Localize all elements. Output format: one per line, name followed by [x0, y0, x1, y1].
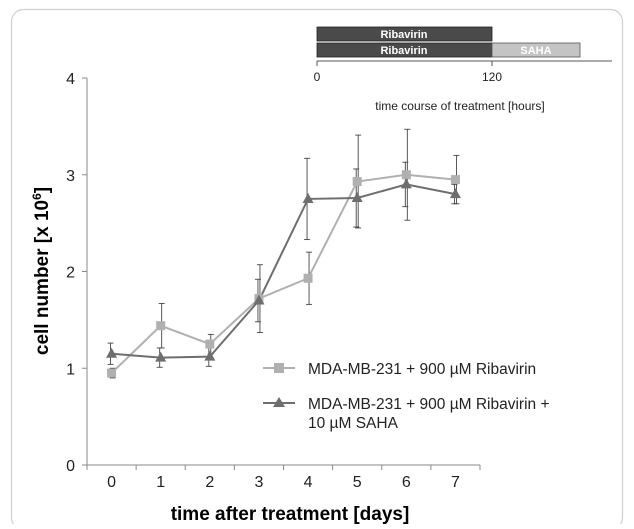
- inset-bar2-ribavirin-label: Ribavirin: [380, 45, 427, 57]
- x-tick-label: 2: [205, 474, 214, 491]
- legend-label-ribavirin-saha-line1: MDA-MB-231 + 900 µM Ribavirin +: [308, 396, 550, 413]
- data-point-triangle: [253, 294, 265, 305]
- legend-label-ribavirin: MDA-MB-231 + 900 µM Ribavirin: [308, 361, 536, 378]
- data-point-triangle: [449, 188, 461, 199]
- data-point-triangle: [351, 191, 363, 202]
- data-point-square: [450, 175, 460, 185]
- x-tick-label: 3: [254, 474, 263, 491]
- y-tick-label: 0: [66, 458, 75, 475]
- legend-marker-ribavirin-saha: [273, 397, 285, 407]
- data-point-square: [352, 177, 362, 187]
- legend: MDA-MB-231 + 900 µM Ribavirin MDA-MB-231…: [263, 361, 550, 432]
- y-axis-title: cell number [x 106]: [30, 187, 53, 355]
- data-point-triangle: [204, 350, 216, 361]
- y-tick-label: 4: [66, 71, 75, 88]
- inset-timeline: Ribavirin Ribavirin SAHA 0 120 time cour…: [314, 26, 612, 113]
- series-line-0: [110, 173, 456, 374]
- inset-tick-label-0: 0: [314, 70, 321, 84]
- series-line-1: [111, 183, 456, 359]
- x-tick-label: 1: [156, 474, 165, 491]
- inset-tick-label-120: 120: [482, 70, 502, 84]
- series-lines: [110, 173, 456, 374]
- data-point-square: [401, 170, 411, 180]
- inset-caption: time course of treatment [hours]: [375, 99, 544, 113]
- y-tick-label: 1: [66, 361, 75, 378]
- y-ticks: 0 1 2 3 4: [66, 71, 87, 475]
- series-markers: [106, 170, 461, 378]
- legend-marker-ribavirin: [274, 363, 284, 373]
- x-tick-label: 4: [304, 474, 313, 491]
- data-point-triangle: [106, 347, 118, 358]
- inset-bar2-saha: [491, 42, 581, 58]
- inset-bar-ribavirin-label: Ribavirin: [380, 29, 427, 41]
- data-point-square: [156, 321, 166, 331]
- inset-bar-ribavirin: [316, 26, 493, 42]
- data-point-square: [107, 368, 117, 378]
- x-ticks: 0 1 2 3 4 5 6 7: [86, 465, 481, 491]
- inset-bar2-saha-label: SAHA: [520, 45, 551, 57]
- y-tick-label: 3: [66, 168, 75, 185]
- data-point-triangle: [302, 192, 314, 203]
- data-point-square: [303, 273, 313, 283]
- x-tick-label: 6: [402, 474, 411, 491]
- legend-label-ribavirin-saha-line2: 10 µM SAHA: [308, 415, 399, 432]
- y-tick-label: 2: [66, 265, 75, 282]
- figure-border: [10, 8, 624, 529]
- x-tick-label: 5: [353, 474, 362, 491]
- data-point-triangle: [400, 178, 412, 189]
- x-tick-label: 7: [451, 474, 460, 491]
- data-point-triangle: [155, 351, 167, 362]
- data-point-square: [205, 339, 215, 349]
- x-axis-title: time after treatment [days]: [171, 504, 410, 524]
- x-tick-label: 0: [107, 474, 116, 491]
